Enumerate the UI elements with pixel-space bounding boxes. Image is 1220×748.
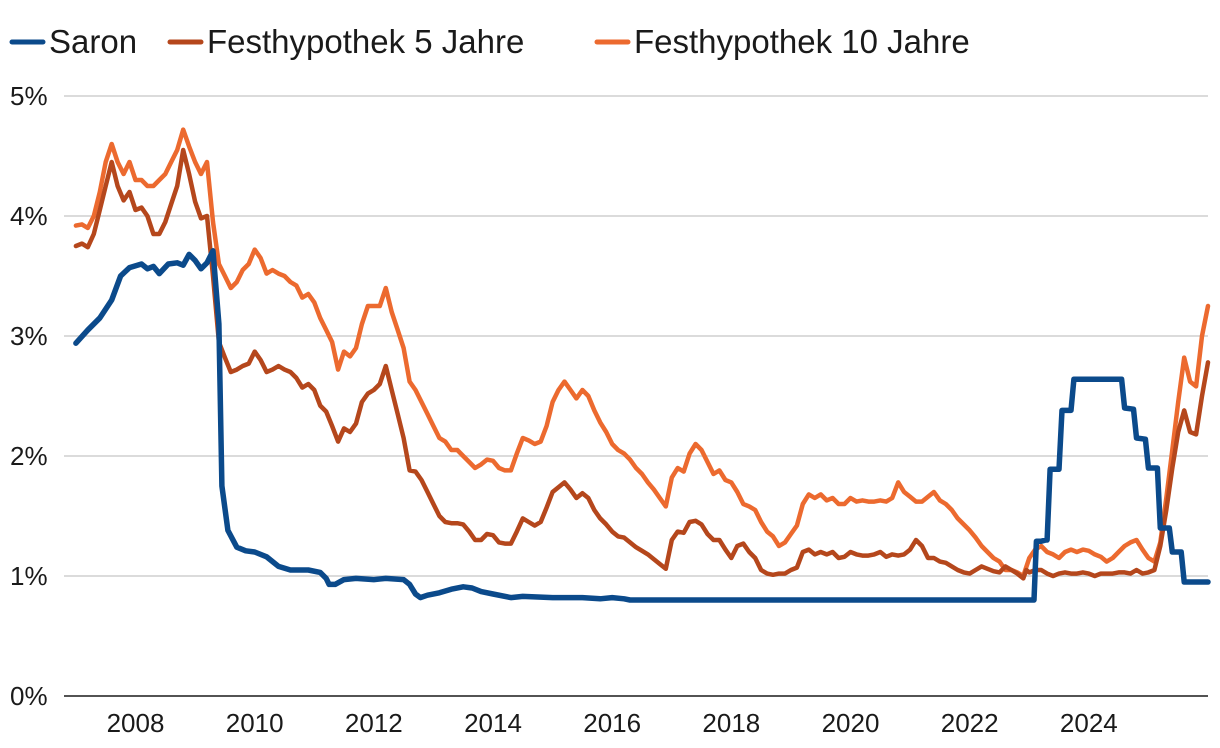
x-tick-label: 2020	[822, 708, 880, 738]
series-line-festhypothek-5	[73, 147, 1211, 581]
x-tick-label: 2018	[702, 708, 760, 738]
legend-item-festhypothek-10: Festhypothek 10 Jahre	[594, 23, 970, 60]
x-tick-label: 2014	[464, 708, 522, 738]
legend-label-festhypothek-10: Festhypothek 10 Jahre	[634, 23, 970, 60]
series-1-group	[73, 147, 1211, 581]
series-0-group	[73, 248, 1211, 603]
x-tick-label: 2012	[345, 708, 403, 738]
series-2-group	[73, 127, 1211, 579]
series-line-saron	[73, 248, 1211, 603]
legend-label-festhypothek-5: Festhypothek 5 Jahre	[207, 23, 524, 60]
x-tick-label: 2010	[226, 708, 284, 738]
legend-item-festhypothek-5: Festhypothek 5 Jahre	[167, 23, 524, 60]
y-axis-ticks: 0% 1% 2% 3% 4% 5%	[10, 81, 48, 711]
y-tick-label: 3%	[10, 321, 48, 351]
legend-label-saron: Saron	[49, 23, 137, 60]
series-line-festhypothek-10	[73, 127, 1211, 579]
gridlines	[64, 95, 1208, 697]
plot-area	[73, 127, 1211, 603]
x-tick-label: 2024	[1060, 708, 1118, 738]
y-tick-label: 4%	[10, 201, 48, 231]
x-tick-label: 2016	[583, 708, 641, 738]
y-tick-label: 5%	[10, 81, 48, 111]
y-tick-label: 0%	[10, 681, 48, 711]
legend-item-saron: Saron	[9, 23, 137, 60]
y-tick-label: 1%	[10, 561, 48, 591]
y-tick-label: 2%	[10, 441, 48, 471]
x-axis-ticks: 2008 2010 2012 2014 2016 2018 2020 2022 2024	[107, 708, 1118, 738]
x-tick-label: 2022	[941, 708, 999, 738]
chart-legend: Saron Festhypothek 5 Jahre Festhypothek …	[9, 23, 970, 60]
x-tick-label: 2008	[107, 708, 165, 738]
